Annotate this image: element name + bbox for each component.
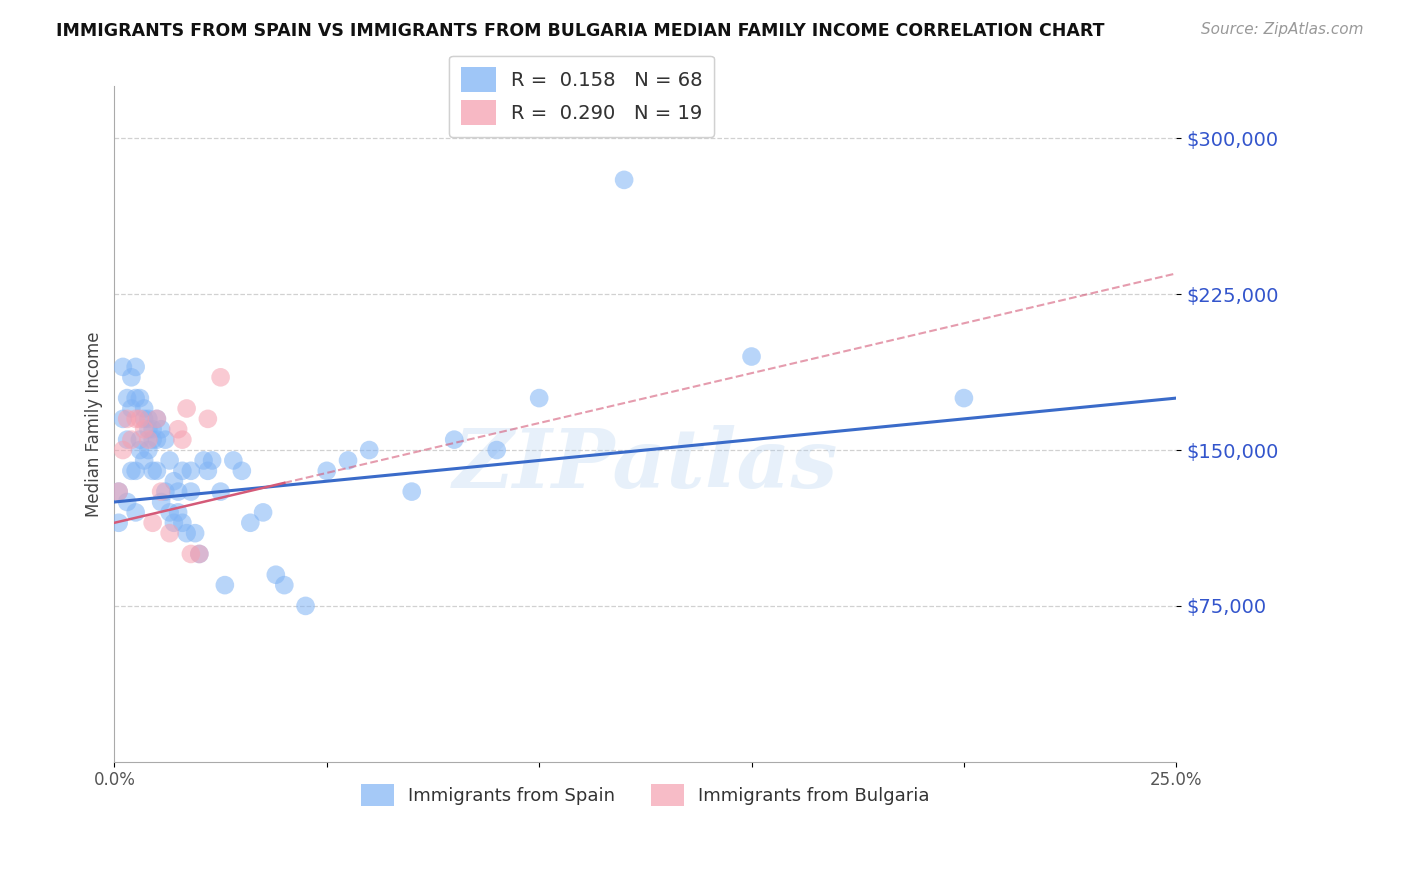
- Immigrants from Spain: [142, 433, 165, 447]
- Immigrants from Bulgaria: [138, 433, 160, 447]
- Immigrants from Spain: [209, 484, 232, 499]
- Immigrants from Spain: [115, 433, 138, 447]
- Immigrants from Bulgaria: [124, 412, 146, 426]
- Immigrants from Bulgaria: [146, 412, 169, 426]
- Text: ZIPatlas: ZIPatlas: [453, 425, 838, 505]
- Immigrants from Spain: [124, 391, 146, 405]
- Immigrants from Bulgaria: [111, 443, 134, 458]
- Immigrants from Spain: [146, 433, 169, 447]
- Immigrants from Spain: [337, 453, 360, 467]
- Immigrants from Bulgaria: [176, 401, 198, 416]
- Immigrants from Spain: [401, 484, 423, 499]
- Immigrants from Bulgaria: [209, 370, 232, 384]
- Immigrants from Spain: [273, 578, 295, 592]
- Immigrants from Spain: [134, 453, 156, 467]
- Immigrants from Spain: [167, 484, 190, 499]
- Immigrants from Spain: [142, 464, 165, 478]
- Immigrants from Spain: [134, 401, 156, 416]
- Immigrants from Spain: [138, 443, 160, 458]
- Immigrants from Spain: [124, 505, 146, 519]
- Immigrants from Spain: [128, 391, 150, 405]
- Immigrants from Bulgaria: [142, 516, 165, 530]
- Immigrants from Spain: [150, 422, 173, 436]
- Immigrants from Bulgaria: [128, 412, 150, 426]
- Immigrants from Spain: [146, 464, 169, 478]
- Immigrants from Spain: [315, 464, 337, 478]
- Immigrants from Bulgaria: [197, 412, 219, 426]
- Legend: Immigrants from Spain, Immigrants from Bulgaria: Immigrants from Spain, Immigrants from B…: [354, 777, 936, 814]
- Immigrants from Spain: [111, 359, 134, 374]
- Immigrants from Spain: [214, 578, 236, 592]
- Immigrants from Bulgaria: [115, 412, 138, 426]
- Immigrants from Spain: [150, 495, 173, 509]
- Immigrants from Spain: [124, 464, 146, 478]
- Immigrants from Spain: [359, 443, 381, 458]
- Immigrants from Spain: [239, 516, 262, 530]
- Immigrants from Spain: [163, 516, 186, 530]
- Immigrants from Spain: [163, 474, 186, 488]
- Text: IMMIGRANTS FROM SPAIN VS IMMIGRANTS FROM BULGARIA MEDIAN FAMILY INCOME CORRELATI: IMMIGRANTS FROM SPAIN VS IMMIGRANTS FROM…: [56, 22, 1105, 40]
- Immigrants from Spain: [128, 443, 150, 458]
- Immigrants from Bulgaria: [150, 484, 173, 499]
- Immigrants from Spain: [159, 453, 181, 467]
- Immigrants from Spain: [172, 464, 194, 478]
- Immigrants from Spain: [193, 453, 215, 467]
- Immigrants from Spain: [613, 173, 636, 187]
- Immigrants from Spain: [107, 484, 129, 499]
- Immigrants from Spain: [176, 526, 198, 541]
- Immigrants from Spain: [120, 370, 142, 384]
- Immigrants from Spain: [155, 433, 177, 447]
- Immigrants from Bulgaria: [188, 547, 211, 561]
- Immigrants from Spain: [443, 433, 465, 447]
- Immigrants from Spain: [180, 464, 202, 478]
- Immigrants from Bulgaria: [107, 484, 129, 499]
- Immigrants from Spain: [167, 505, 190, 519]
- Immigrants from Spain: [172, 516, 194, 530]
- Immigrants from Spain: [184, 526, 207, 541]
- Immigrants from Spain: [142, 422, 165, 436]
- Immigrants from Spain: [107, 516, 129, 530]
- Immigrants from Spain: [120, 464, 142, 478]
- Immigrants from Bulgaria: [172, 433, 194, 447]
- Text: Source: ZipAtlas.com: Source: ZipAtlas.com: [1201, 22, 1364, 37]
- Immigrants from Spain: [201, 453, 224, 467]
- Immigrants from Spain: [138, 422, 160, 436]
- Immigrants from Bulgaria: [134, 422, 156, 436]
- Immigrants from Spain: [527, 391, 550, 405]
- Immigrants from Spain: [155, 484, 177, 499]
- Immigrants from Bulgaria: [167, 422, 190, 436]
- Immigrants from Spain: [953, 391, 976, 405]
- Immigrants from Spain: [485, 443, 508, 458]
- Immigrants from Bulgaria: [180, 547, 202, 561]
- Immigrants from Spain: [138, 412, 160, 426]
- Immigrants from Spain: [115, 391, 138, 405]
- Immigrants from Spain: [231, 464, 253, 478]
- Immigrants from Spain: [741, 350, 763, 364]
- Immigrants from Spain: [180, 484, 202, 499]
- Immigrants from Spain: [134, 412, 156, 426]
- Y-axis label: Median Family Income: Median Family Income: [86, 331, 103, 516]
- Immigrants from Spain: [128, 433, 150, 447]
- Immigrants from Spain: [252, 505, 274, 519]
- Immigrants from Spain: [294, 599, 316, 613]
- Immigrants from Bulgaria: [120, 433, 142, 447]
- Immigrants from Spain: [111, 412, 134, 426]
- Immigrants from Spain: [197, 464, 219, 478]
- Immigrants from Spain: [115, 495, 138, 509]
- Immigrants from Spain: [124, 359, 146, 374]
- Immigrants from Spain: [188, 547, 211, 561]
- Immigrants from Spain: [146, 412, 169, 426]
- Immigrants from Bulgaria: [159, 526, 181, 541]
- Immigrants from Spain: [120, 401, 142, 416]
- Immigrants from Spain: [222, 453, 245, 467]
- Immigrants from Spain: [159, 505, 181, 519]
- Immigrants from Spain: [264, 567, 287, 582]
